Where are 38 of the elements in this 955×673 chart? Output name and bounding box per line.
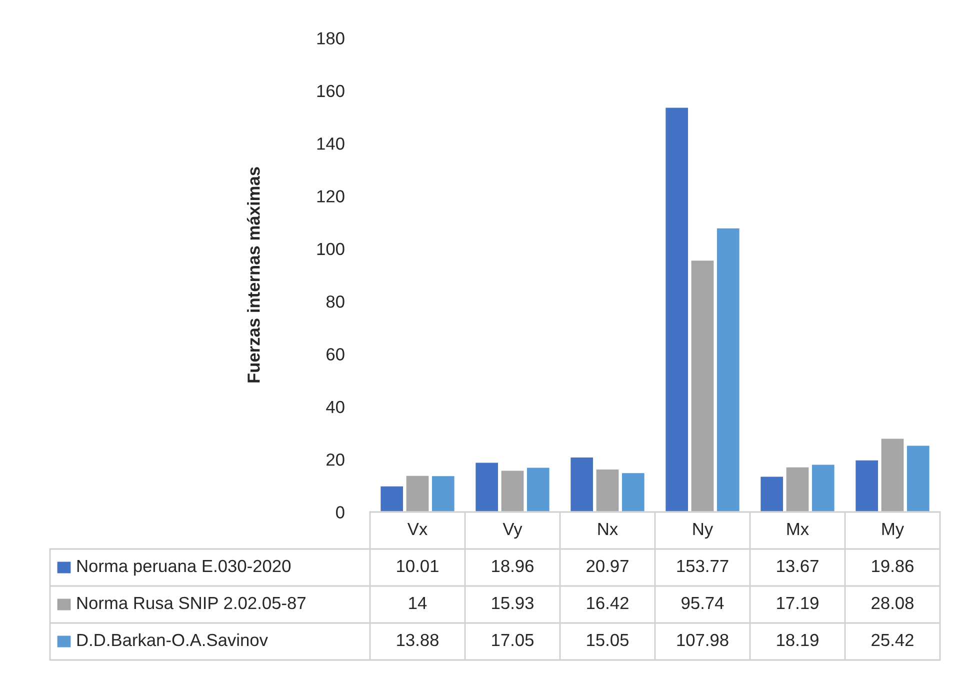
data-label: 17.05 bbox=[492, 634, 534, 646]
data-label: 25.42 bbox=[872, 634, 914, 646]
data-label: 18.19 bbox=[777, 634, 818, 646]
data-label: 95.74 bbox=[682, 596, 724, 610]
data-label: 13.88 bbox=[397, 634, 438, 646]
y-tick-label: 60 bbox=[326, 348, 344, 360]
data-label: 14 bbox=[409, 597, 427, 609]
y-tick-label: 100 bbox=[317, 242, 344, 256]
x-tick-label: Mx bbox=[787, 523, 809, 535]
x-tick-label: My bbox=[882, 523, 904, 539]
y-tick-label: 120 bbox=[317, 190, 344, 202]
data-label: 153.77 bbox=[677, 560, 728, 572]
y-tick-label: 140 bbox=[317, 138, 344, 150]
x-tick-label: Ny bbox=[693, 523, 714, 539]
data-label: 28.08 bbox=[872, 596, 914, 610]
data-label: 13.67 bbox=[777, 560, 818, 572]
legend-label: Norma peruana E.030-2020 bbox=[77, 560, 291, 576]
y-tick-label: 160 bbox=[317, 84, 344, 98]
data-label: 17.19 bbox=[777, 596, 818, 610]
y-tick-label: 80 bbox=[326, 296, 344, 308]
data-label: 16.42 bbox=[587, 596, 628, 610]
y-tick-label: 20 bbox=[326, 454, 344, 466]
data-label: 20.97 bbox=[586, 560, 628, 572]
data-label: 18.96 bbox=[492, 560, 534, 572]
data-label: 107.98 bbox=[677, 634, 728, 646]
data-label: 15.93 bbox=[492, 596, 534, 610]
x-tick-label: Vy bbox=[502, 523, 522, 539]
data-label: 15.05 bbox=[587, 634, 628, 646]
legend-label: D.D.Barkan-O.A.Savinov bbox=[77, 633, 268, 646]
y-tick-label: 180 bbox=[317, 32, 344, 44]
x-tick-label: Nx bbox=[598, 523, 618, 535]
y-tick-label: 40 bbox=[326, 400, 344, 414]
data-label: 10.01 bbox=[397, 560, 438, 572]
y-tick-label: 0 bbox=[336, 506, 344, 518]
legend-label: Norma Rusa SNIP 2.02.05-87 bbox=[77, 596, 306, 610]
y-axis-title: Fuerzas internas máximas bbox=[246, 167, 260, 382]
x-tick-label: Vx bbox=[407, 523, 428, 535]
data-label: 19.86 bbox=[872, 560, 914, 572]
